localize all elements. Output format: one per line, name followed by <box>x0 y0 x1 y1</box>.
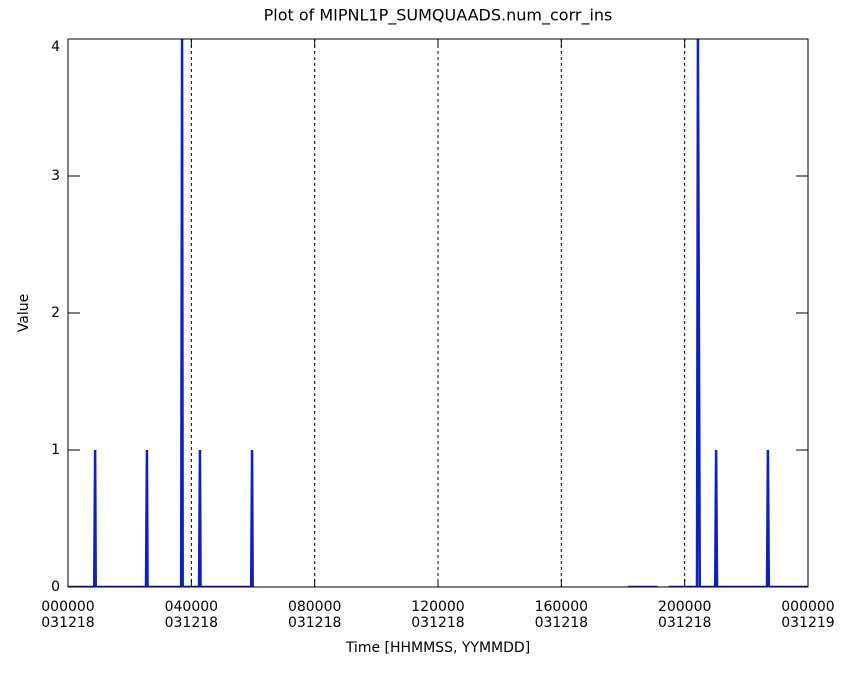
x-tick-label: 031219 <box>781 615 834 631</box>
x-tick-label: 031218 <box>288 615 341 631</box>
x-tick-label: 031218 <box>535 615 588 631</box>
chart-title: Plot of MIPNL1P_SUMQUAADS.num_corr_ins <box>264 6 613 26</box>
x-tick-label: 000000 <box>41 599 94 615</box>
y-tick-label: 0 <box>51 579 60 595</box>
x-tick-label: 031218 <box>658 615 711 631</box>
y-tick-label: 3 <box>51 168 60 184</box>
x-tick-label: 120000 <box>411 599 464 615</box>
x-tick-label: 000000 <box>781 599 834 615</box>
x-tick-label: 031218 <box>411 615 464 631</box>
y-tick-label: 4 <box>51 39 60 55</box>
plot-frame <box>67 38 809 588</box>
x-tick-label: 031218 <box>165 615 218 631</box>
x-tick-label: 040000 <box>165 599 218 615</box>
x-tick-label: 080000 <box>288 599 341 615</box>
data-line <box>68 39 808 587</box>
x-tick-label: 031218 <box>41 615 94 631</box>
y-tick-label: 2 <box>51 305 60 321</box>
y-tick-label: 1 <box>51 442 60 458</box>
x-tick-label: 160000 <box>535 599 588 615</box>
x-axis-label: Time [HHMMSS, YYMMDD] <box>345 640 530 656</box>
y-axis-label: Value <box>16 294 32 332</box>
plot-area <box>68 39 808 587</box>
x-tick-label: 200000 <box>658 599 711 615</box>
